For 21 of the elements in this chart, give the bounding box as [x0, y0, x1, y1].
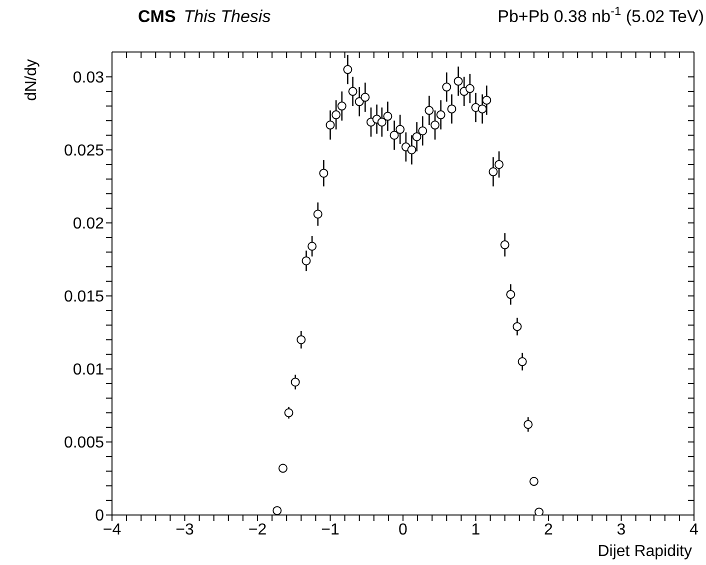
x-tick-label: −2: [248, 521, 267, 538]
y-tick-label: 0: [95, 508, 104, 525]
text: Pb+Pb 0.38 nb$^{-1}$ (5.02 TeV): [498, 4, 704, 26]
y-axis-title: dN/dy: [23, 59, 40, 101]
chart-title: CMS: [138, 7, 176, 26]
x-tick-label: 1: [471, 521, 480, 538]
y-tick-label: 0.025: [64, 142, 104, 160]
chart-subtitle: This Thesis: [184, 7, 272, 26]
y-tick-label: 0.005: [64, 434, 104, 452]
x-tick-label: −3: [176, 521, 194, 538]
x-axis-title: Dijet Rapidity: [598, 543, 692, 560]
y-tick-label: 0.03: [72, 70, 104, 87]
x-tick-label: 2: [544, 521, 554, 538]
x-tick-label: 0: [398, 521, 408, 538]
y-tick-label: 0.02: [72, 216, 104, 233]
x-tick-label: 3: [616, 521, 626, 538]
x-tick-label: 4: [690, 521, 699, 538]
y-tick-label: 0.01: [72, 362, 104, 379]
x-tick-label: −1: [321, 521, 340, 538]
y-tick-label: 0.015: [64, 288, 104, 306]
x-tick-label: −4: [102, 521, 122, 538]
